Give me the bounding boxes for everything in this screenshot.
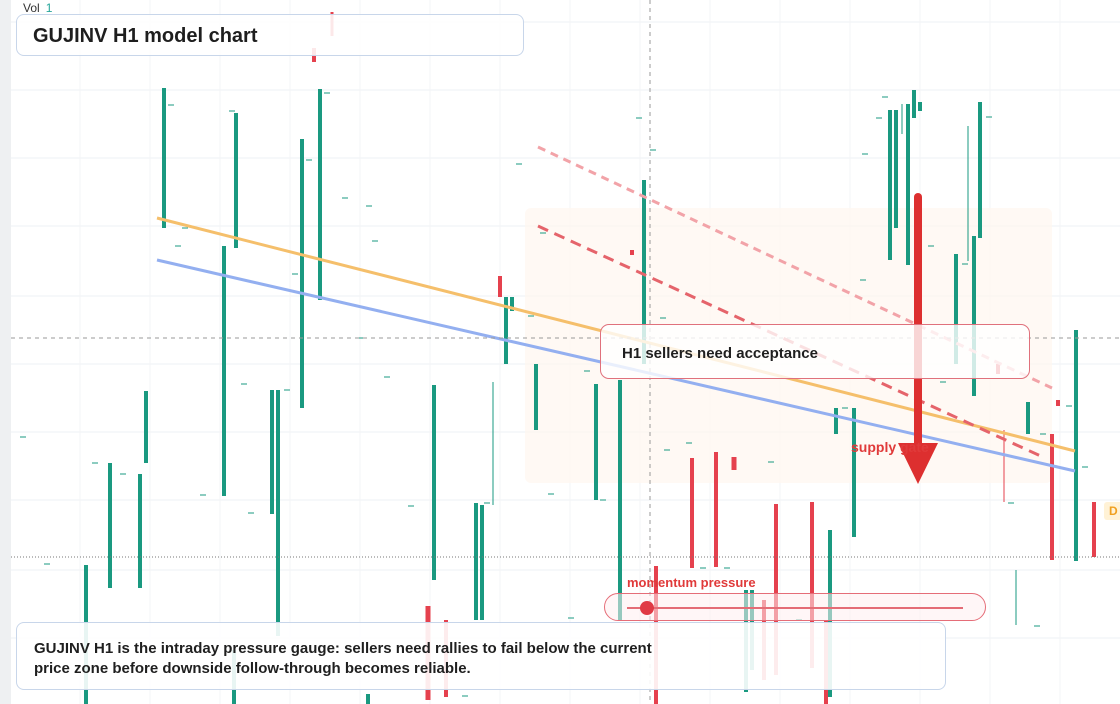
bull-candle <box>954 254 958 364</box>
bear-candle <box>810 502 814 668</box>
resistance-line-light <box>537 145 1053 390</box>
bull-candle <box>618 380 622 620</box>
bear-candle <box>1050 434 1054 560</box>
bull-candle <box>270 390 274 514</box>
bull-candle <box>108 463 112 588</box>
bear-candle <box>731 457 737 470</box>
volume-readout: Vol 1 <box>23 1 52 15</box>
bull-candle <box>888 110 892 260</box>
bear-candle <box>498 276 502 297</box>
bear-candle <box>630 250 634 255</box>
bull-candle <box>1015 570 1017 625</box>
bull-candle <box>276 390 280 636</box>
bull-candle <box>972 236 976 396</box>
bull-candle <box>318 89 322 300</box>
bull-candle <box>222 246 226 496</box>
supply-gate-label: supply gate <box>851 439 929 455</box>
bear-candle <box>1092 502 1096 557</box>
down-arrow-head <box>898 443 938 484</box>
bull-candle <box>480 505 484 620</box>
chart-title-box: GUJINV H1 model chart <box>16 14 524 56</box>
momentum-knob[interactable] <box>640 601 655 615</box>
bull-candle <box>642 180 646 364</box>
bull-candle <box>492 382 494 505</box>
bear-candle <box>1003 430 1005 502</box>
bull-candle <box>912 90 916 118</box>
price-tag: D <box>1104 502 1120 520</box>
bull-candle <box>510 297 514 311</box>
bear-candle <box>690 458 694 568</box>
bull-candle <box>84 680 88 704</box>
bear-candle <box>774 504 778 675</box>
note-text: GUJINV H1 is the intraday pressure gauge… <box>34 640 652 677</box>
bull-candle <box>144 391 148 463</box>
bull-candle <box>300 139 304 408</box>
note-box: GUJINV H1 is the intraday pressure gauge… <box>16 622 946 690</box>
bull-candle <box>967 126 969 261</box>
bull-candle <box>894 110 898 228</box>
bull-candle <box>834 408 838 434</box>
bull-candle <box>1026 402 1030 434</box>
bull-candle <box>918 102 922 111</box>
momentum-slider[interactable] <box>604 593 986 621</box>
bull-candle <box>901 104 903 134</box>
bull-candle <box>162 88 166 228</box>
bull-candle <box>474 503 478 620</box>
bull-candle <box>366 694 370 704</box>
bull-candle <box>234 113 238 248</box>
callout-text: H1 sellers need acceptance <box>622 345 818 362</box>
bull-candle <box>432 385 436 580</box>
bull-candle <box>504 297 508 364</box>
left-axis-strip <box>0 0 11 704</box>
bear-candle <box>1056 400 1060 406</box>
bull-candle <box>906 104 910 265</box>
bull-candle <box>534 364 538 430</box>
sellers-callout: H1 sellers need acceptance <box>600 324 1030 379</box>
momentum-label: momentum pressure <box>627 575 756 590</box>
bull-candle <box>978 102 982 238</box>
chart-title: GUJINV H1 model chart <box>33 25 258 47</box>
volume-value: 1 <box>45 1 53 15</box>
bull-candle <box>594 384 598 500</box>
bull-candle <box>138 474 142 588</box>
bull-candle <box>1074 330 1078 561</box>
momentum-track-line <box>627 607 963 609</box>
bear-candle <box>714 452 718 567</box>
bull-candle <box>852 408 856 537</box>
volume-label: Vol <box>23 1 40 15</box>
